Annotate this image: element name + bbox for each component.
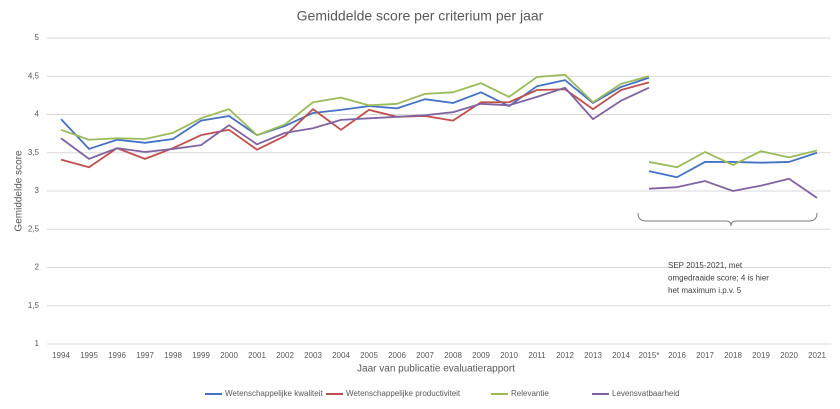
series-line [648, 149, 818, 169]
annotation-text: SEP 2015-2021, met [668, 261, 743, 270]
x-tick-label: 2013 [584, 351, 602, 360]
x-tick-label: 1999 [192, 351, 210, 360]
y-tick-label: 4,5 [28, 71, 40, 80]
x-tick-label: 1997 [136, 351, 154, 360]
series-line [60, 81, 650, 169]
x-tick-label: 2020 [780, 351, 798, 360]
x-tick-label: 2002 [276, 351, 294, 360]
x-tick-label: 2014 [612, 351, 630, 360]
x-tick-label: 2016 [668, 351, 686, 360]
annotation-text: omgedraaide score; 4 is hier [668, 274, 769, 283]
x-tick-label: 2021 [808, 351, 826, 360]
x-axis-label: Jaar van publicatie evaluatierapport [357, 364, 515, 375]
x-tick-label: 1995 [80, 351, 98, 360]
x-tick-label: 2019 [752, 351, 770, 360]
y-axis-label: Gemiddelde score [14, 150, 25, 232]
x-tick-label: 2004 [332, 351, 350, 360]
x-tick-label: 1996 [108, 351, 126, 360]
y-tick-label: 2,5 [28, 224, 40, 233]
annotation-brace [637, 212, 818, 227]
y-tick-label: 1 [35, 339, 40, 348]
y-tick-label: 3,5 [28, 148, 40, 157]
y-tick-label: 3 [35, 186, 40, 195]
series-line [648, 151, 818, 179]
series-line [60, 76, 650, 150]
x-tick-label: 2015* [639, 351, 660, 360]
x-tick-label: 2011 [528, 351, 546, 360]
x-tick-label: 1998 [164, 351, 182, 360]
legend-label: Wetenschappelijke productiviteit [346, 389, 461, 398]
legend-label: Relevantie [511, 389, 549, 398]
x-tick-label: 2003 [304, 351, 322, 360]
x-tick-label: 2008 [444, 351, 462, 360]
legend-label: Wetenschappelijke kwaliteit [225, 389, 323, 398]
x-tick-label: 2009 [472, 351, 490, 360]
legend-label: Levensvatbaarheid [612, 389, 680, 398]
annotation-text: het maximum i.p.v. 5 [668, 286, 742, 295]
chart-title: Gemiddelde score per criterium per jaar [297, 8, 544, 24]
x-tick-label: 2010 [500, 351, 518, 360]
y-tick-label: 5 [35, 33, 40, 42]
series-line [60, 73, 650, 141]
y-tick-label: 4 [35, 110, 40, 119]
y-tick-label: 1,5 [28, 301, 40, 310]
x-tick-label: 2001 [248, 351, 266, 360]
y-tick-label: 2 [35, 263, 40, 272]
series-line [648, 177, 818, 199]
x-tick-label: 2012 [556, 351, 574, 360]
x-tick-label: 1994 [52, 351, 70, 360]
x-tick-label: 2006 [388, 351, 406, 360]
x-tick-label: 2000 [220, 351, 238, 360]
x-tick-label: 2017 [696, 351, 714, 360]
x-tick-label: 2018 [724, 351, 742, 360]
x-tick-label: 2007 [416, 351, 434, 360]
x-tick-label: 2005 [360, 351, 378, 360]
series-line [60, 86, 650, 160]
